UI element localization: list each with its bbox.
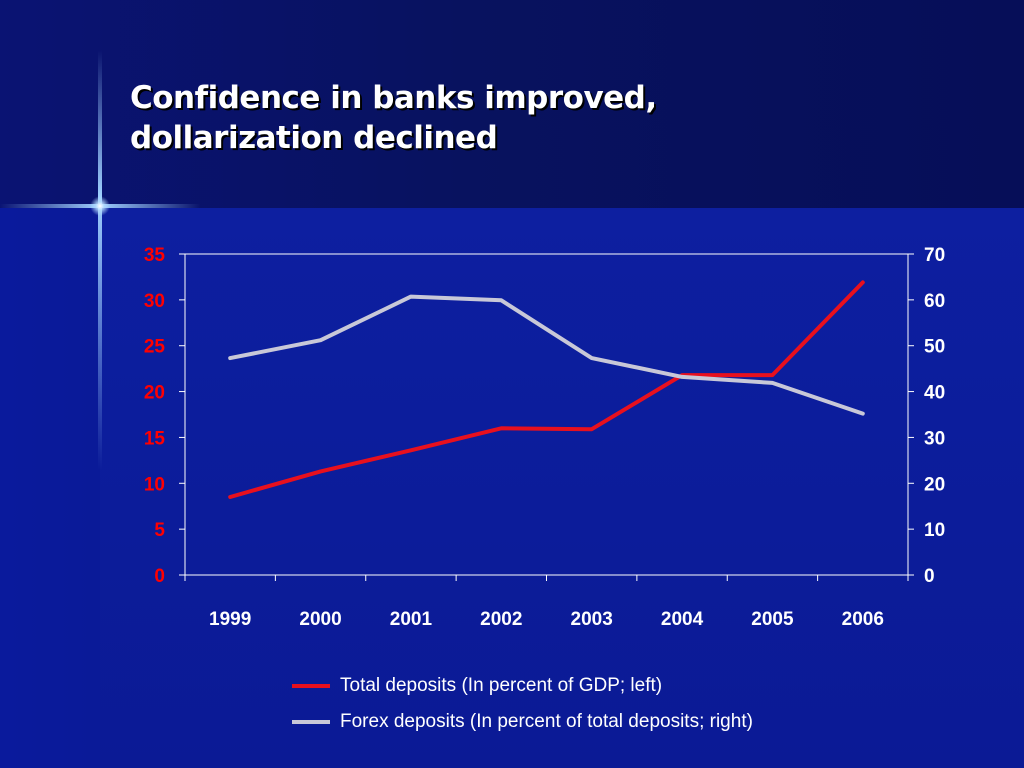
y-left-tick-label: 35 [144, 245, 166, 266]
x-tick-label: 1999 [209, 609, 251, 630]
y-right-tick-label: 30 [924, 428, 945, 449]
y-left-tick-label: 10 [144, 474, 165, 495]
title-band [0, 0, 1024, 208]
y-left-tick-label: 30 [144, 291, 165, 312]
legend-swatch-forex-deposits [292, 720, 330, 724]
x-tick-label: 2002 [480, 609, 522, 630]
legend-swatch-total-deposits [292, 684, 330, 688]
x-tick-label: 2006 [842, 609, 884, 630]
slide-title-line-1: Confidence in banks improved, [130, 80, 657, 116]
y-right-tick-label: 20 [924, 474, 945, 495]
main-panel [100, 208, 1024, 768]
sparkle-icon [90, 196, 110, 216]
x-tick-label: 2001 [390, 609, 433, 630]
y-right-tick-label: 10 [924, 520, 945, 541]
x-tick-label: 2003 [571, 609, 613, 630]
y-left-tick-label: 20 [144, 383, 165, 404]
series-line-total-deposits [228, 280, 865, 499]
legend-label-forex-deposits: Forex deposits (In percent of total depo… [340, 711, 753, 732]
y-left-tick-label: 0 [154, 566, 165, 587]
plot-area-frame [184, 253, 909, 576]
y-left-tick-label: 5 [154, 520, 165, 541]
x-tick-label: 2004 [661, 609, 704, 630]
decorative-glow-vertical [98, 50, 102, 470]
y-right-tick-label: 40 [924, 383, 945, 404]
x-tick-label: 2005 [751, 609, 794, 630]
chart-legend: Total deposits (In percent of GDP; left)… [292, 668, 753, 740]
slide-title-line-2: dollarization declined [130, 120, 498, 156]
legend-item-total-deposits: Total deposits (In percent of GDP; left) [292, 668, 753, 704]
series-line-forex-deposits [228, 294, 865, 416]
slide-title: Confidence in banks improved, dollarizat… [130, 78, 830, 158]
x-tick-label: 2000 [299, 609, 341, 630]
y-left-tick-label: 25 [144, 337, 166, 358]
y-right-tick-label: 50 [924, 337, 945, 358]
y-right-tick-label: 70 [924, 245, 945, 266]
y-left-tick-label: 15 [144, 428, 166, 449]
y-right-tick-label: 0 [924, 566, 935, 587]
legend-item-forex-deposits: Forex deposits (In percent of total depo… [292, 704, 753, 740]
legend-label-total-deposits: Total deposits (In percent of GDP; left) [340, 675, 663, 696]
left-band [0, 208, 100, 768]
y-right-tick-label: 60 [924, 291, 945, 312]
